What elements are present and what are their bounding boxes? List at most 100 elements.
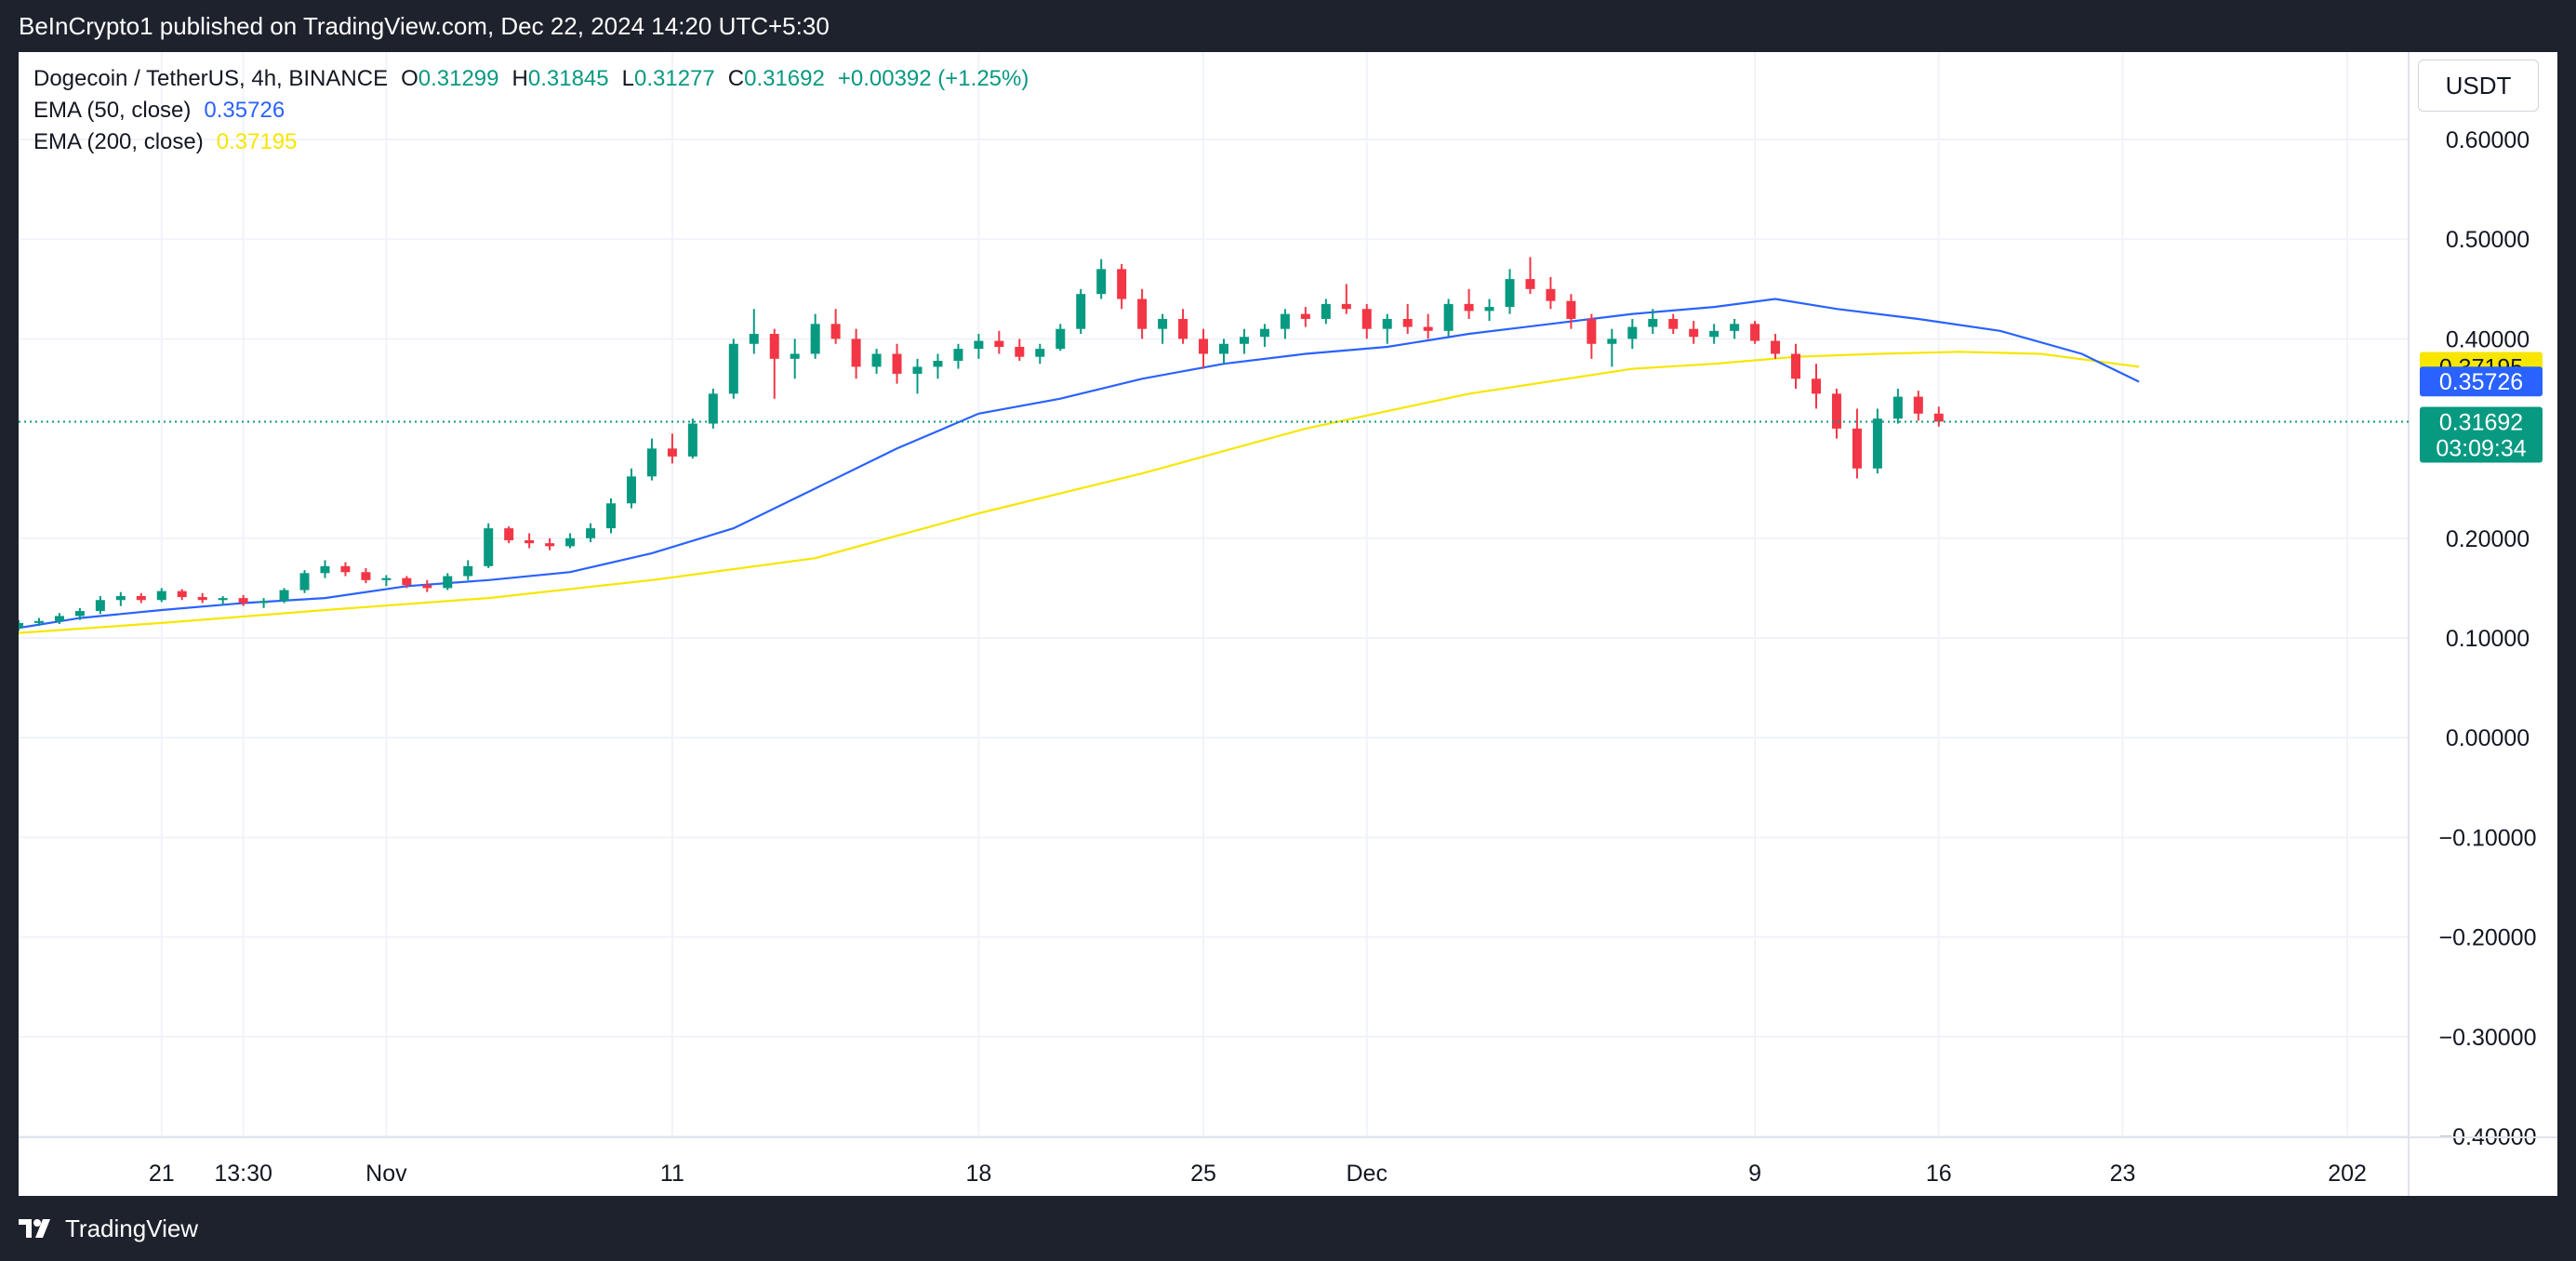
candle-body bbox=[953, 349, 963, 361]
y-tick-label: 0.10000 bbox=[2446, 626, 2530, 652]
candle-body bbox=[1750, 324, 1760, 341]
candle-body bbox=[33, 620, 44, 623]
chart-panel[interactable]: 0.60000 0.50000 0.40000 0.20000 0.10000 0.000… bbox=[19, 52, 2557, 1196]
candle-body bbox=[708, 393, 718, 424]
candle-body bbox=[381, 577, 392, 580]
ema50-label: EMA (50, close) bbox=[33, 98, 192, 123]
candle-body bbox=[974, 340, 984, 350]
published-header: BeInCrypto1 published on TradingView.com… bbox=[0, 0, 2576, 52]
change-value: +0.00392 (+1.25%) bbox=[837, 66, 1029, 91]
candle-body bbox=[586, 528, 596, 538]
y-tick-label: 0.60000 bbox=[2446, 127, 2530, 153]
candle-body bbox=[606, 503, 617, 529]
low-value: 0.31277 bbox=[633, 66, 715, 91]
candle-body bbox=[218, 598, 228, 601]
candle-body bbox=[1076, 294, 1086, 329]
x-tick-label: 9 bbox=[1748, 1161, 1761, 1187]
candle-body bbox=[1096, 269, 1107, 295]
price-chart[interactable]: 0.60000 0.50000 0.40000 0.20000 0.10000 0.000… bbox=[19, 52, 2557, 1196]
x-tick-label: 11 bbox=[660, 1161, 684, 1187]
close-label: C bbox=[727, 66, 745, 91]
candle-body bbox=[851, 338, 861, 367]
candle-body bbox=[1464, 303, 1474, 312]
candle-body bbox=[728, 343, 738, 394]
candle-body bbox=[1402, 318, 1413, 327]
candle-body bbox=[422, 585, 432, 589]
candle-body bbox=[1607, 338, 1617, 344]
candle-body bbox=[1831, 393, 1841, 429]
candle-body bbox=[912, 366, 923, 374]
candle-body bbox=[1218, 343, 1228, 354]
candle-body bbox=[1872, 418, 1882, 469]
candle-body bbox=[1668, 318, 1679, 329]
open-label: O bbox=[401, 66, 418, 91]
candle-body bbox=[565, 538, 576, 547]
candle-body bbox=[1321, 303, 1331, 319]
last-price-badge: 0.31692 bbox=[2439, 409, 2523, 435]
low-label: L bbox=[621, 66, 634, 91]
candle-body bbox=[1361, 309, 1372, 329]
candle-body bbox=[443, 576, 453, 589]
candle-body bbox=[545, 543, 555, 547]
candle-body bbox=[626, 476, 636, 504]
candle-body bbox=[892, 353, 902, 374]
candle-body bbox=[238, 598, 248, 604]
y-tick-label: 0.20000 bbox=[2446, 526, 2530, 552]
candle-body bbox=[1811, 378, 1821, 394]
candle-body bbox=[402, 577, 412, 586]
candle-body bbox=[299, 573, 310, 591]
candle-body bbox=[74, 611, 85, 617]
candle-body bbox=[1566, 300, 1576, 319]
candles bbox=[19, 257, 1944, 631]
ema50-price-badge-bg bbox=[2420, 366, 2543, 397]
ema-50-path bbox=[19, 298, 2140, 630]
candle-body bbox=[1505, 279, 1515, 308]
last-price-badge-countdown: 03:09:34 bbox=[2436, 435, 2526, 461]
x-tick-label: 18 bbox=[965, 1161, 991, 1187]
open-value: 0.31299 bbox=[418, 66, 499, 91]
x-tick-label: 21 bbox=[149, 1161, 175, 1187]
candle-body bbox=[136, 595, 146, 601]
candle-body bbox=[320, 565, 330, 574]
ema200-row[interactable]: EMA (200, close) 0.37195 bbox=[33, 126, 1029, 158]
candle-body bbox=[1300, 313, 1310, 319]
candle-body bbox=[361, 572, 371, 580]
candle-body bbox=[1199, 338, 1209, 354]
ema200-value: 0.37195 bbox=[216, 129, 298, 154]
candle-body bbox=[933, 360, 943, 367]
candle-body bbox=[1771, 340, 1781, 354]
candle-body bbox=[1015, 346, 1025, 357]
candle-body bbox=[1933, 413, 1944, 422]
candle-body bbox=[197, 597, 207, 601]
candle-body bbox=[1443, 303, 1454, 331]
symbol-title[interactable]: Dogecoin / TetherUS, 4h, BINANCE bbox=[33, 66, 389, 91]
x-tick-label: 202 bbox=[2328, 1161, 2367, 1187]
last-price-badge-bg bbox=[2420, 406, 2543, 463]
currency-button[interactable]: USDT bbox=[2418, 60, 2539, 112]
candle-body bbox=[115, 595, 126, 601]
candle-body bbox=[1259, 328, 1269, 338]
grid-lines bbox=[19, 52, 2409, 1137]
tradingview-logo[interactable]: TradingView bbox=[19, 1215, 198, 1242]
candle-body bbox=[1158, 318, 1168, 329]
candle-body bbox=[687, 423, 697, 457]
y-tick-label: −0.30000 bbox=[2439, 1025, 2537, 1051]
candle-body bbox=[1587, 318, 1597, 344]
candle-body bbox=[1546, 288, 1556, 301]
high-value: 0.31845 bbox=[527, 66, 609, 91]
candle-body bbox=[1117, 269, 1127, 299]
candle-body bbox=[1239, 337, 1249, 344]
candle-body bbox=[156, 591, 166, 601]
candle-body bbox=[1137, 299, 1148, 329]
y-tick-label: −0.20000 bbox=[2439, 925, 2537, 951]
candle-body bbox=[1709, 330, 1720, 338]
candle-body bbox=[177, 591, 187, 598]
chart-legend: Dogecoin / TetherUS, 4h, BINANCE O0.31299… bbox=[33, 63, 1029, 158]
y-tick-label: 0.00000 bbox=[2446, 725, 2530, 751]
candle-body bbox=[1525, 279, 1535, 289]
ema50-row[interactable]: EMA (50, close) 0.35726 bbox=[33, 95, 1029, 126]
candle-body bbox=[1484, 307, 1494, 312]
candle-body bbox=[19, 622, 23, 629]
candle-body bbox=[463, 565, 473, 577]
candle-body bbox=[1280, 313, 1290, 329]
